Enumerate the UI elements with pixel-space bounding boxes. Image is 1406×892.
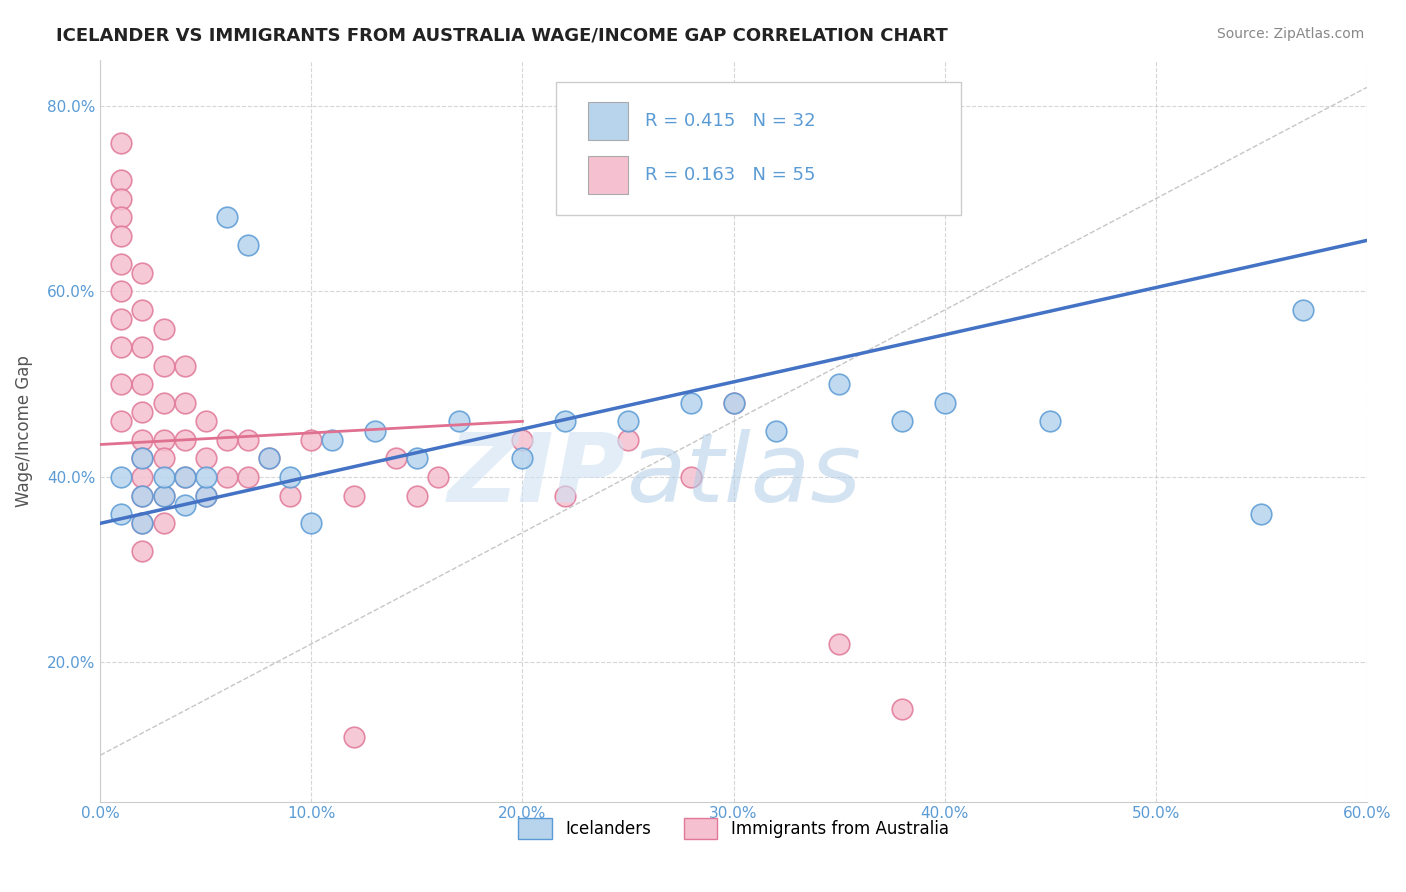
Point xyxy=(194,489,217,503)
Point xyxy=(131,451,153,466)
Bar xyxy=(588,156,628,194)
Point xyxy=(828,637,851,651)
Point xyxy=(131,489,153,503)
Point xyxy=(110,228,132,243)
Point xyxy=(173,359,195,373)
Point xyxy=(131,377,153,392)
Point xyxy=(131,544,153,558)
Point xyxy=(110,173,132,187)
Point xyxy=(131,405,153,419)
Point xyxy=(110,507,132,521)
Point xyxy=(405,451,427,466)
Point xyxy=(1039,414,1062,428)
Point xyxy=(152,359,174,373)
Point xyxy=(131,433,153,447)
Point xyxy=(110,312,132,326)
Point xyxy=(236,238,259,252)
Point xyxy=(152,321,174,335)
Point xyxy=(278,470,301,484)
Point xyxy=(152,451,174,466)
Point xyxy=(405,489,427,503)
Point xyxy=(173,498,195,512)
Point xyxy=(110,257,132,271)
Point xyxy=(131,340,153,354)
Bar xyxy=(588,103,628,140)
Point xyxy=(173,433,195,447)
Point xyxy=(110,211,132,225)
Point xyxy=(110,136,132,150)
Point xyxy=(194,489,217,503)
Point xyxy=(194,414,217,428)
Point xyxy=(152,433,174,447)
Point xyxy=(236,470,259,484)
Point xyxy=(363,424,385,438)
Point xyxy=(152,489,174,503)
Point xyxy=(131,303,153,318)
Point xyxy=(173,470,195,484)
Point xyxy=(110,192,132,206)
Point xyxy=(723,396,745,410)
Point xyxy=(257,451,280,466)
Point xyxy=(152,489,174,503)
Point xyxy=(215,470,238,484)
Point xyxy=(617,414,640,428)
Point xyxy=(723,396,745,410)
Point xyxy=(152,396,174,410)
Point xyxy=(384,451,406,466)
Point xyxy=(194,470,217,484)
Point xyxy=(681,470,703,484)
Point xyxy=(299,433,322,447)
Point xyxy=(342,730,364,744)
Point xyxy=(1292,303,1315,318)
Point xyxy=(681,396,703,410)
FancyBboxPatch shape xyxy=(557,82,962,215)
Point xyxy=(554,414,576,428)
Point xyxy=(215,211,238,225)
Point xyxy=(321,433,343,447)
Point xyxy=(110,377,132,392)
Point xyxy=(236,433,259,447)
Point xyxy=(512,451,534,466)
Point xyxy=(891,414,914,428)
Text: Source: ZipAtlas.com: Source: ZipAtlas.com xyxy=(1216,27,1364,41)
Text: R = 0.415   N = 32: R = 0.415 N = 32 xyxy=(645,112,815,130)
Legend: Icelanders, Immigrants from Australia: Icelanders, Immigrants from Australia xyxy=(512,812,956,846)
Text: atlas: atlas xyxy=(626,428,860,522)
Point xyxy=(152,470,174,484)
Point xyxy=(215,433,238,447)
Point xyxy=(131,489,153,503)
Point xyxy=(278,489,301,503)
Point xyxy=(131,451,153,466)
Point xyxy=(131,516,153,531)
Point xyxy=(342,489,364,503)
Point xyxy=(427,470,450,484)
Point xyxy=(131,516,153,531)
Point xyxy=(299,516,322,531)
Point xyxy=(131,470,153,484)
Point xyxy=(110,285,132,299)
Text: ZIP: ZIP xyxy=(449,428,626,522)
Point xyxy=(828,377,851,392)
Text: R = 0.163   N = 55: R = 0.163 N = 55 xyxy=(645,166,815,184)
Point xyxy=(173,396,195,410)
Point xyxy=(449,414,471,428)
Point xyxy=(934,396,956,410)
Point xyxy=(110,340,132,354)
Point xyxy=(765,424,787,438)
Point xyxy=(1250,507,1272,521)
Point xyxy=(173,470,195,484)
Point xyxy=(554,489,576,503)
Point xyxy=(891,702,914,716)
Point xyxy=(152,516,174,531)
Point xyxy=(512,433,534,447)
Y-axis label: Wage/Income Gap: Wage/Income Gap xyxy=(15,355,32,507)
Point xyxy=(131,266,153,280)
Point xyxy=(617,433,640,447)
Point xyxy=(194,451,217,466)
Point xyxy=(257,451,280,466)
Point xyxy=(110,414,132,428)
Text: ICELANDER VS IMMIGRANTS FROM AUSTRALIA WAGE/INCOME GAP CORRELATION CHART: ICELANDER VS IMMIGRANTS FROM AUSTRALIA W… xyxy=(56,27,948,45)
Point xyxy=(110,470,132,484)
